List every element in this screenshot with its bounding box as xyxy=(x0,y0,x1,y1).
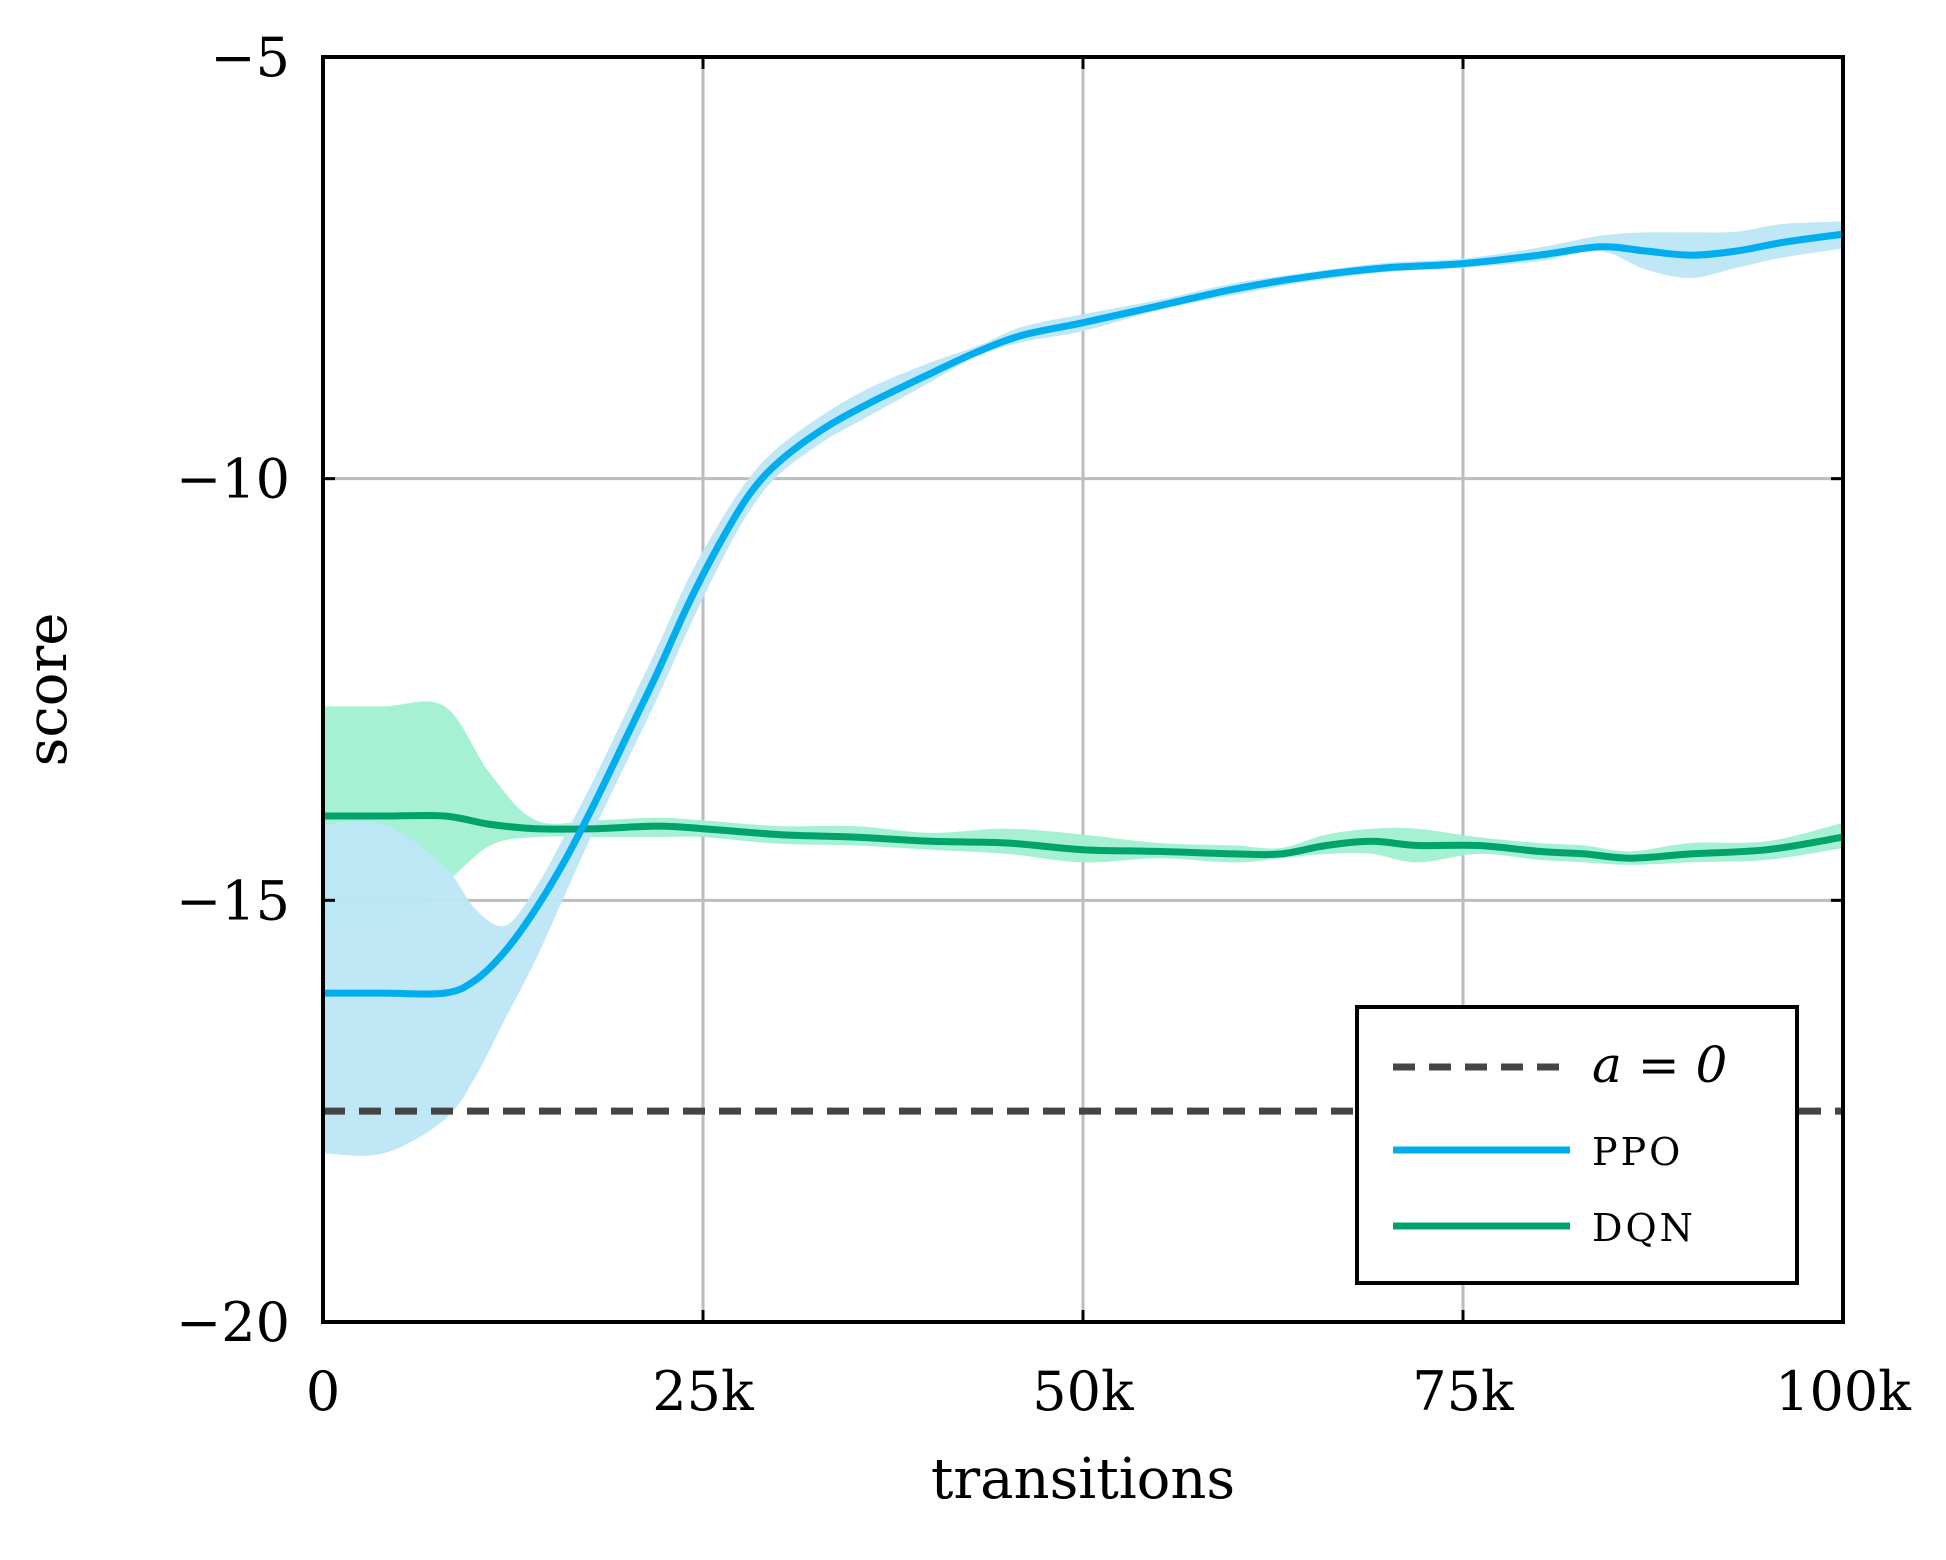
x-tick-label-0: 0 xyxy=(306,1360,340,1423)
legend-label-dqn: DQN xyxy=(1592,1206,1696,1250)
series-line-dqn xyxy=(323,811,1844,862)
x-tick-label-3: 75k xyxy=(1412,1360,1515,1423)
x-tick-label-4: 100k xyxy=(1775,1360,1912,1423)
y-tick-label-0: −5 xyxy=(210,26,290,89)
y-tick-label-1: −10 xyxy=(176,448,290,511)
y-tick-label-2: −15 xyxy=(176,869,290,932)
y-tick-label-3: −20 xyxy=(176,1291,290,1354)
band-ppo xyxy=(323,221,1843,1156)
x-tick-label-2: 50k xyxy=(1032,1360,1135,1423)
legend: a = 0 PPO DQN xyxy=(1355,1005,1799,1285)
x-tick-label-1: 25k xyxy=(652,1360,755,1423)
legend-box xyxy=(1355,1005,1799,1285)
x-axis-label: transitions xyxy=(931,1447,1235,1512)
series-line-ppo xyxy=(323,230,1844,998)
legend-label-ppo: PPO xyxy=(1592,1130,1683,1174)
confidence-bands xyxy=(323,221,1843,1156)
axis-ticks: 0 25k 50k 75k 100k −5 −10 −15 −20 xyxy=(176,26,1912,1423)
y-axis-label: score xyxy=(15,613,80,767)
legend-label-baseline: a = 0 xyxy=(1592,1036,1727,1094)
